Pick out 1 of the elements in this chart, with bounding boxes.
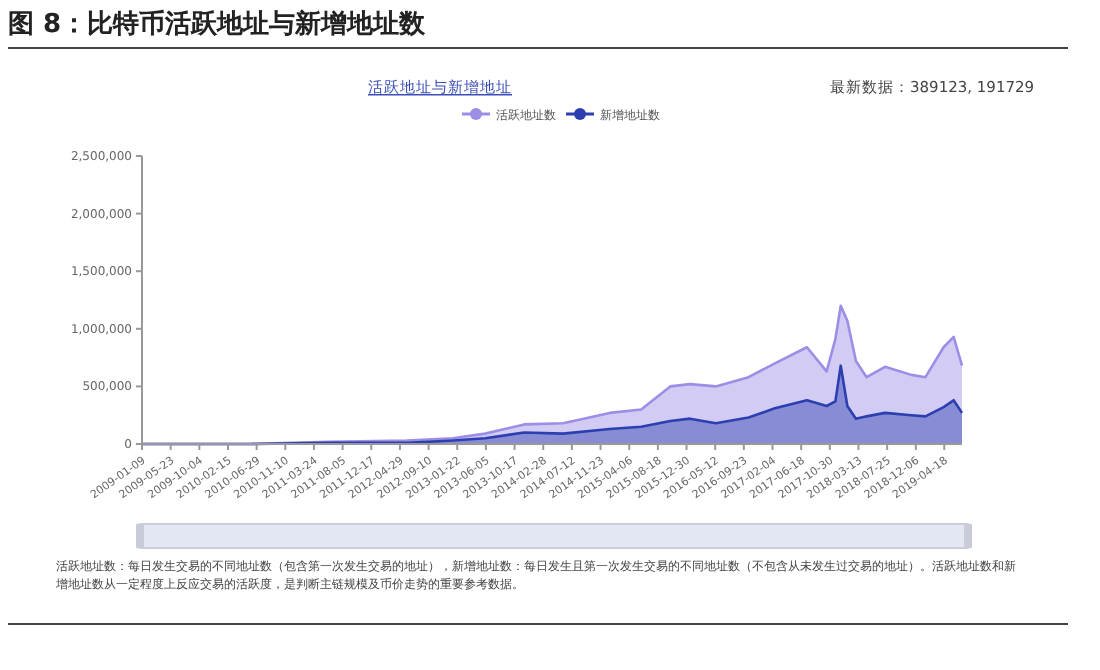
chart-title: 图 8：比特币活跃地址与新增地址数 — [8, 8, 428, 40]
